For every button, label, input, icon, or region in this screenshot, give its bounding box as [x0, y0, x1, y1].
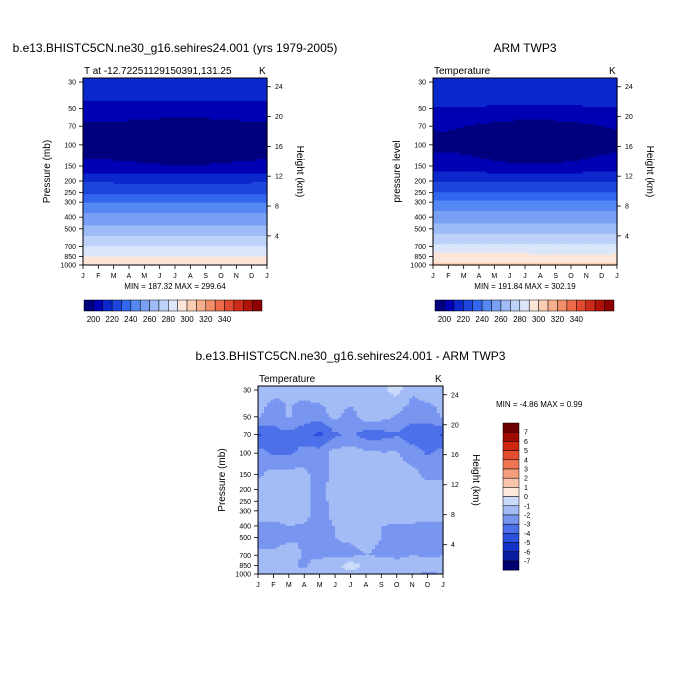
colorbar-swatch	[84, 300, 93, 311]
y-tick-label: 70	[68, 124, 76, 131]
colorbar-label: 320	[199, 315, 213, 324]
x-tick-label: J	[81, 273, 85, 280]
y-tick-label: 150	[64, 163, 76, 170]
y-tick-label: 50	[68, 106, 76, 113]
y-tick-label: 1000	[60, 263, 76, 270]
colorbar-label: 240	[124, 315, 138, 324]
x-tick-label: J	[265, 273, 269, 280]
panel-model-temperature: b.e13.BHISTC5CN.ne30_g16.sehires24.001 (…	[13, 41, 338, 324]
x-tick-label: J	[158, 273, 162, 280]
colorbar-swatch	[253, 300, 262, 311]
colorbar-swatch	[225, 300, 234, 311]
y-right-tick-label: 4	[275, 233, 279, 240]
y-right-tick-label: 20	[275, 114, 283, 121]
y-tick-label: 850	[64, 254, 76, 261]
x-tick-label: M	[141, 273, 147, 280]
panel-obs-temperature: ARM TWP3Temperature KJ F M A M J J A S O N D J3050701…	[392, 41, 655, 324]
y-tick-label: 30	[68, 80, 76, 87]
colorbar-swatch	[178, 300, 187, 311]
min-max-stats: MIN = 187.32 MAX = 299.64	[124, 282, 226, 291]
x-tick-label: O	[218, 273, 224, 280]
y-right-axis-title: Height (km)	[294, 146, 305, 198]
chart-title: b.e13.BHISTC5CN.ne30_g16.sehires24.001 (…	[13, 41, 338, 55]
x-tick-label: A	[127, 273, 132, 280]
colorbar-swatch	[215, 300, 224, 311]
colorbar-swatch	[206, 300, 215, 311]
left-string: T at -12.72251129150391,131.25	[84, 66, 232, 77]
y-tick-label: 400	[64, 215, 76, 222]
colorbar-label: 260	[143, 315, 157, 324]
x-tick-label: S	[203, 273, 208, 280]
y-right-tick-label: 12	[275, 174, 283, 181]
x-tick-label: M	[111, 273, 117, 280]
colorbar-label: 280	[162, 315, 176, 324]
colorbar-swatch	[168, 300, 177, 311]
x-tick-label: A	[188, 273, 193, 280]
colorbar-swatch	[121, 300, 130, 311]
y-tick-label: 300	[64, 200, 76, 207]
y-tick-label: 200	[64, 179, 76, 186]
y-tick-label: 500	[64, 226, 76, 233]
colorbar-swatch	[150, 300, 159, 311]
x-tick-label: N	[234, 273, 239, 280]
x-tick-label: J	[173, 273, 177, 280]
colorbar-swatch	[159, 300, 168, 311]
x-tick-label: F	[96, 273, 100, 280]
colorbar-swatch	[243, 300, 252, 311]
colorbar-swatch	[131, 300, 140, 311]
y-right-tick-label: 8	[275, 204, 279, 211]
colorbar-label: 340	[218, 315, 232, 324]
y-right-tick-label: 24	[275, 84, 283, 91]
y-tick-label: 100	[64, 142, 76, 149]
y-right-tick-label: 16	[275, 144, 283, 151]
colorbar-swatch	[140, 300, 149, 311]
colorbar-label: 300	[180, 315, 194, 324]
y-tick-label: 700	[64, 244, 76, 251]
colorbar-swatch	[93, 300, 102, 311]
units-label: K	[259, 66, 266, 77]
colorbar-label: 200	[87, 315, 101, 324]
x-tick-label: D	[249, 273, 254, 280]
colorbar-swatch	[234, 300, 243, 311]
colorbar-label: 220	[105, 315, 119, 324]
colorbar-swatch	[196, 300, 205, 311]
y-axis-title: Pressure (mb)	[42, 140, 53, 203]
colorbar-swatch	[112, 300, 121, 311]
colorbar-swatch	[103, 300, 112, 311]
colorbar-swatch	[187, 300, 196, 311]
y-tick-label: 250	[64, 190, 76, 197]
